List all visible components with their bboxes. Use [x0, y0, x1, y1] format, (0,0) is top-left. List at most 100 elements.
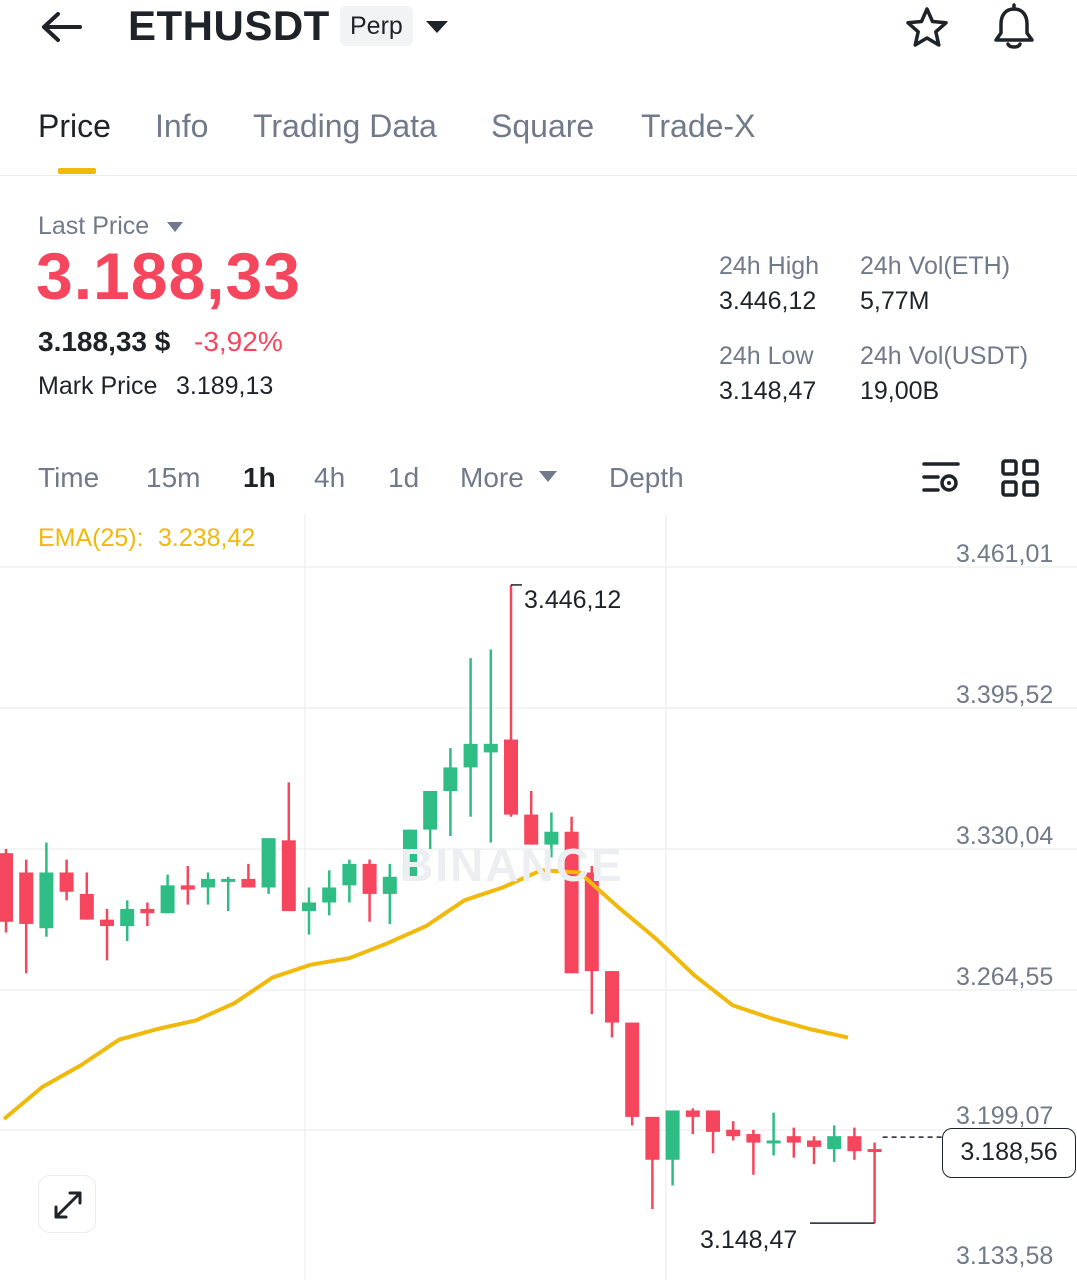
indicator-settings-icon[interactable]: [920, 458, 964, 498]
candle: [79, 872, 94, 920]
y-axis-tick: 3.395,52: [956, 681, 1054, 709]
grid-layout-icon[interactable]: [1000, 458, 1040, 498]
candle-body: [726, 1129, 741, 1137]
interval-more[interactable]: More: [460, 462, 524, 493]
current-price-tag: 3.188,56: [942, 1128, 1076, 1178]
candle: [302, 887, 316, 935]
interval-depth[interactable]: Depth: [609, 462, 684, 493]
candle: [221, 876, 236, 912]
candle: [746, 1129, 761, 1175]
candle-body: [483, 743, 498, 753]
bell-icon[interactable]: [988, 2, 1040, 54]
candle: [786, 1127, 801, 1158]
interval-time[interactable]: Time: [38, 462, 100, 493]
header: ETHUSDT Perp: [0, 0, 1077, 60]
candle: [847, 1127, 862, 1160]
candle: [423, 791, 438, 849]
last-price-label[interactable]: Last Price: [38, 212, 150, 240]
candle-body: [160, 885, 175, 914]
candle-body: [625, 1022, 640, 1117]
star-icon[interactable]: [902, 4, 952, 52]
candle-body: [544, 831, 559, 845]
vol-eth-label: 24h Vol(ETH): [860, 252, 1011, 280]
candle-body: [39, 872, 54, 929]
tab-info[interactable]: Info: [155, 108, 209, 144]
candle-body: [706, 1110, 720, 1132]
candle: [867, 1142, 882, 1224]
low-marker-label: 3.148,47: [700, 1226, 798, 1254]
change-percent: -3,92%: [194, 326, 283, 357]
interval-4h[interactable]: 4h: [314, 462, 346, 493]
candle: [584, 866, 599, 1014]
candle-body: [504, 739, 518, 815]
candle-body: [605, 971, 619, 1023]
candle: [564, 816, 579, 974]
candle-body: [584, 872, 599, 972]
candle: [322, 870, 337, 916]
tab-trading-data[interactable]: Trading Data: [253, 108, 437, 144]
active-tab-indicator: [58, 168, 96, 174]
back-arrow-icon[interactable]: [36, 4, 88, 50]
high-marker-label: 3.446,12: [524, 586, 622, 614]
candle: [281, 782, 296, 912]
candle: [665, 1110, 680, 1186]
fullscreen-expand-icon[interactable]: [38, 1175, 96, 1233]
caret-down-icon[interactable]: [538, 470, 558, 484]
candle: [100, 908, 114, 961]
candle: [19, 859, 34, 974]
candle-body: [19, 872, 34, 924]
vol-eth-value: 5,77M: [860, 287, 930, 315]
low-24h-label: 24h Low: [719, 342, 814, 370]
candle: [140, 902, 155, 927]
mark-price-label: Mark Price: [38, 372, 158, 400]
interval-15m[interactable]: 15m: [146, 462, 201, 493]
candle-body: [382, 876, 397, 894]
y-axis-tick: 3.264,55: [956, 963, 1054, 991]
mark-price-value: 3.189,13: [176, 372, 274, 400]
caret-down-icon[interactable]: [166, 220, 184, 232]
high-24h-value: 3.446,12: [719, 287, 817, 315]
tab-bar: Price Info Trading Data Square Trade-X: [0, 100, 1077, 176]
low-24h-value: 3.148,47: [719, 377, 817, 405]
candle-body: [180, 885, 195, 890]
symbol-title[interactable]: ETHUSDT: [128, 2, 330, 49]
candle-body: [362, 863, 377, 894]
candle: [625, 1022, 640, 1126]
candlestick-chart[interactable]: [0, 514, 1077, 1280]
candle-body: [342, 863, 357, 886]
candle-body: [867, 1149, 882, 1153]
ema-label: EMA(25):: [38, 524, 144, 552]
last-price: 3.188,33: [36, 239, 301, 313]
candle: [827, 1125, 842, 1162]
high-24h-label: 24h High: [719, 252, 820, 280]
tab-price[interactable]: Price: [38, 108, 111, 144]
candle-body: [59, 872, 74, 892]
candle-body: [786, 1136, 801, 1143]
candle: [463, 658, 478, 817]
candle-body: [847, 1136, 862, 1152]
candle: [645, 1116, 660, 1210]
candle-body: [120, 908, 135, 927]
candle: [241, 863, 256, 888]
candle-body: [665, 1110, 680, 1160]
candle: [807, 1136, 821, 1165]
candle-body: [221, 878, 236, 882]
fiat-price: 3.188,33 $: [38, 326, 171, 357]
tab-square[interactable]: Square: [491, 108, 595, 144]
candle: [605, 971, 619, 1038]
interval-1h[interactable]: 1h: [243, 462, 276, 493]
ema-value: 3.238,42: [158, 524, 256, 552]
candle: [201, 872, 215, 905]
chevron-down-icon[interactable]: [422, 12, 452, 42]
candle-body: [0, 853, 13, 922]
tab-trade-x[interactable]: Trade-X: [641, 108, 756, 144]
interval-1d[interactable]: 1d: [388, 462, 420, 493]
candle-body: [766, 1140, 781, 1144]
y-axis-tick: 3.199,07: [956, 1102, 1054, 1130]
candle-body: [827, 1136, 842, 1150]
candle: [59, 859, 74, 901]
candles: [0, 584, 882, 1224]
binance-watermark: BINANCE: [400, 839, 624, 891]
candle: [504, 584, 518, 817]
y-axis-tick: 3.330,04: [956, 822, 1054, 850]
